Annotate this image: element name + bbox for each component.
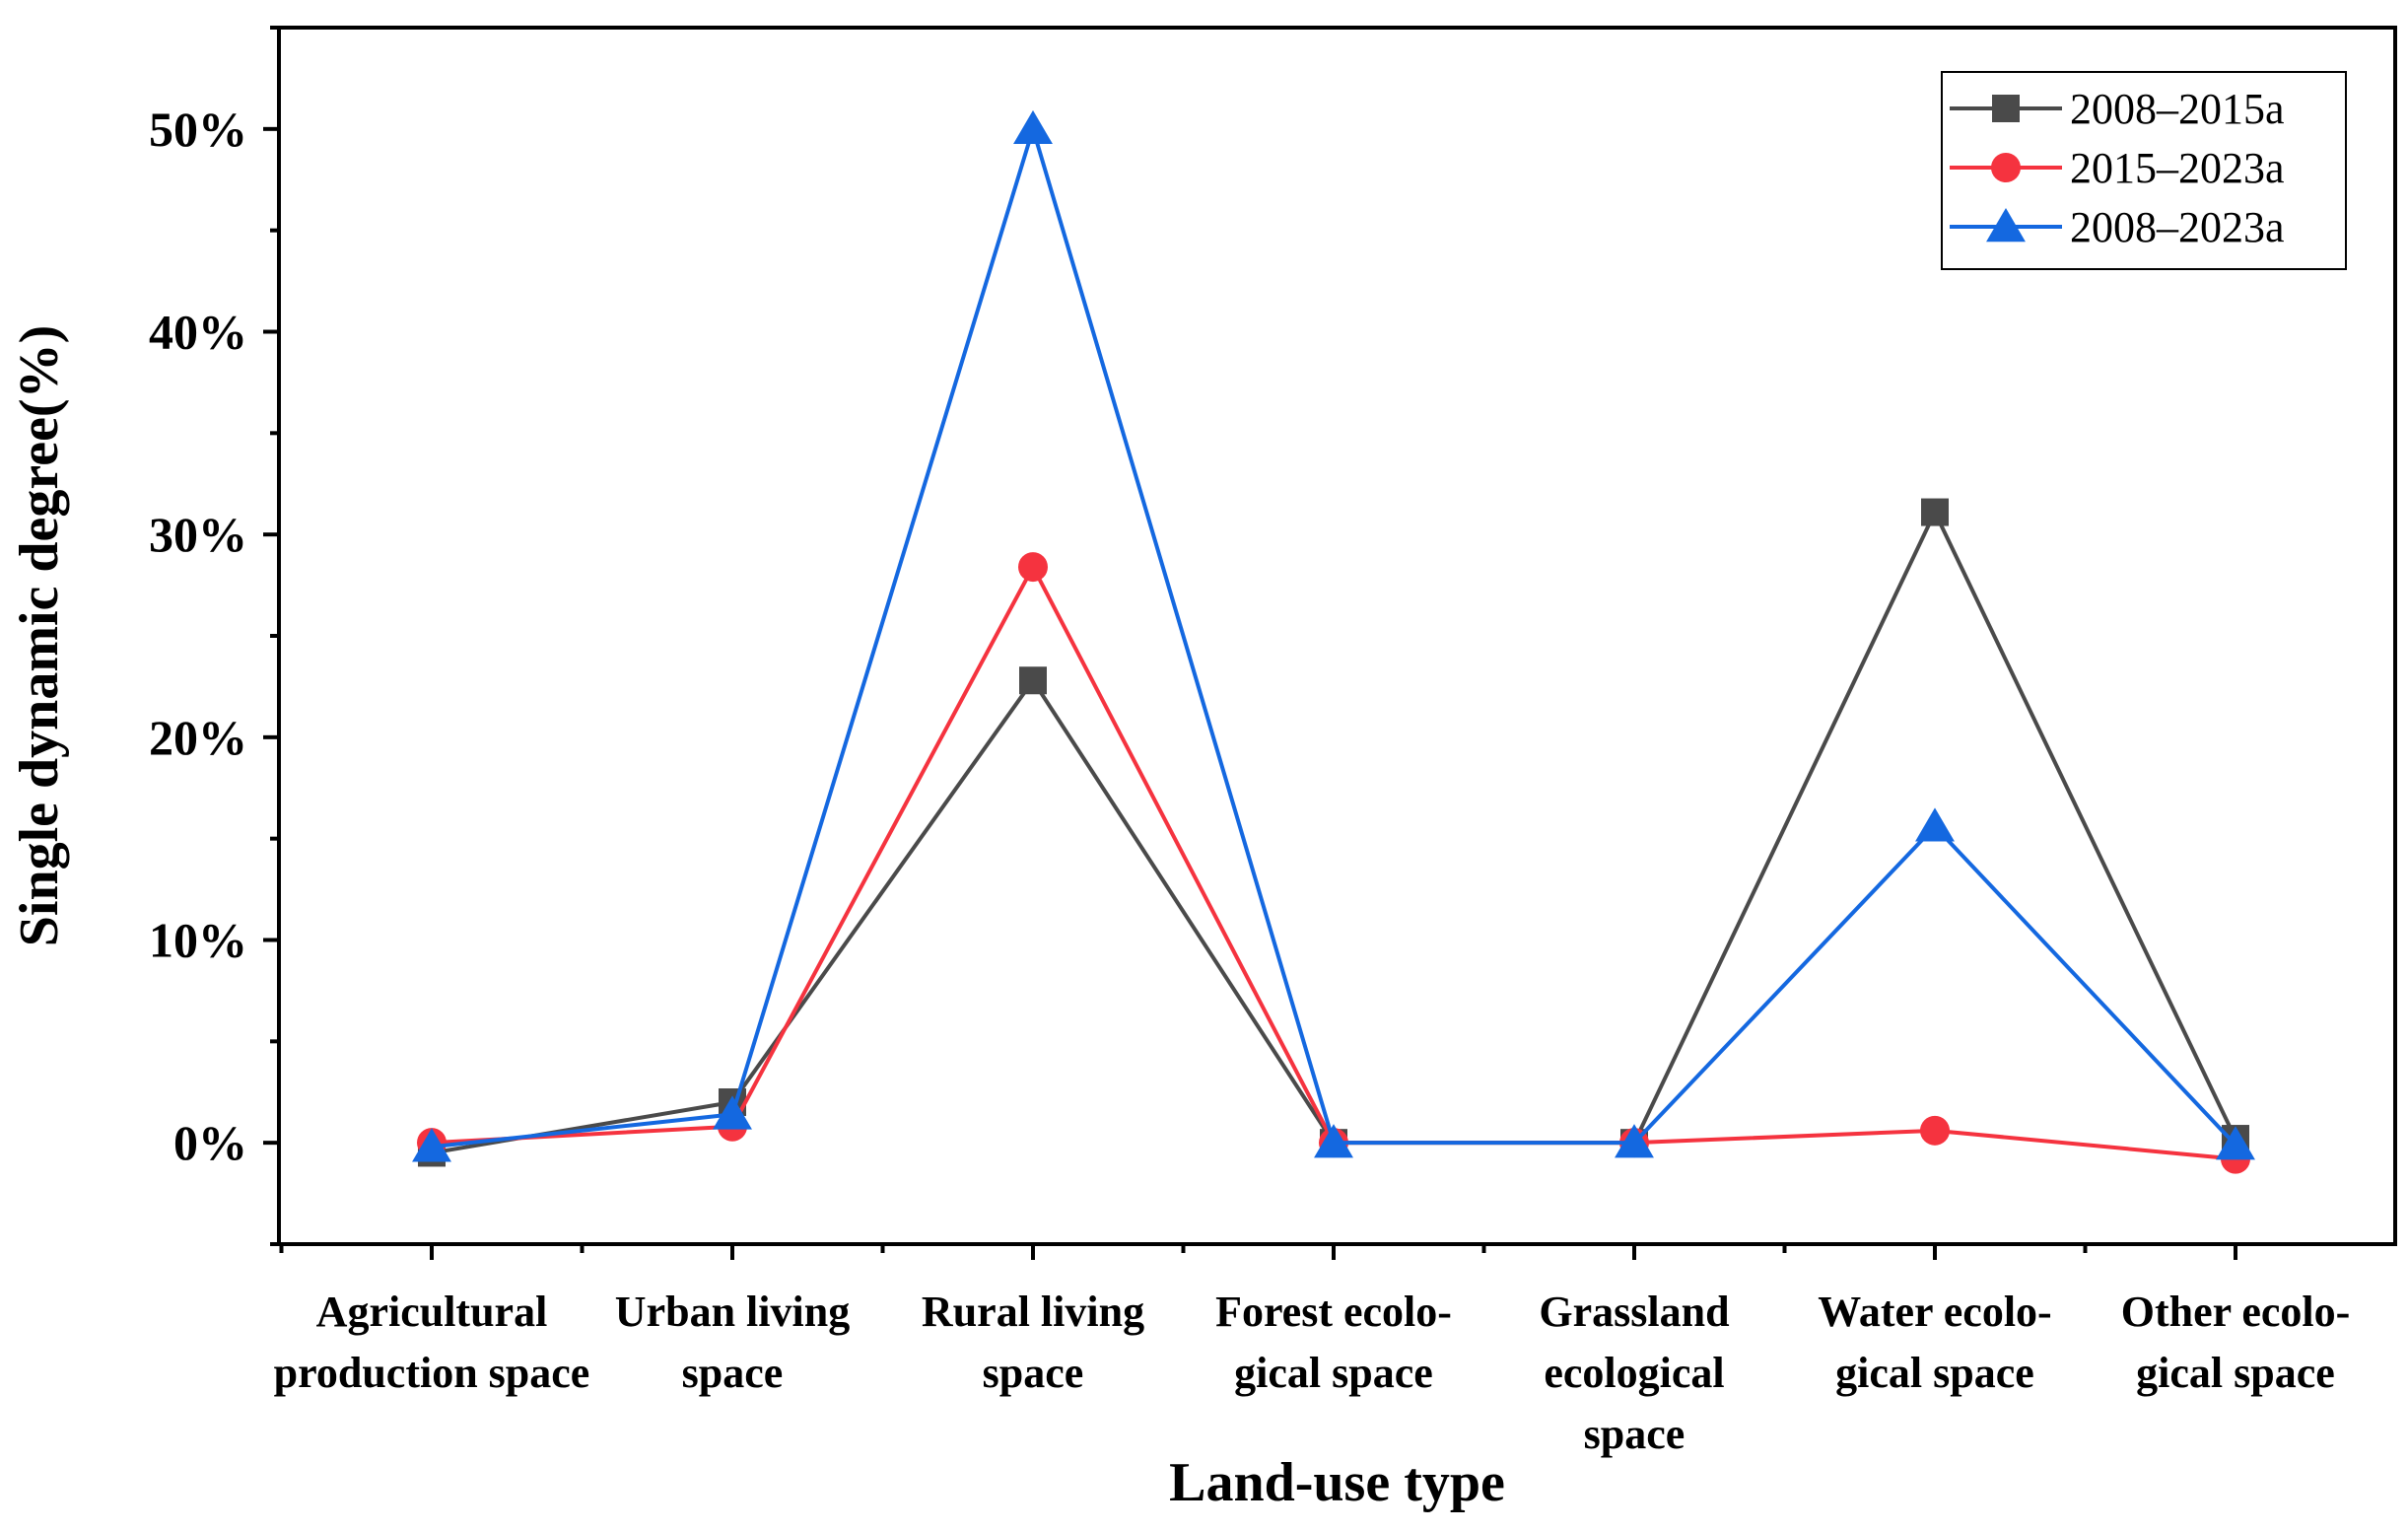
data-point — [1915, 807, 1955, 842]
series-line — [431, 126, 2237, 1149]
y-tick-label: 10% — [149, 913, 247, 968]
x-axis-ticks: Agricultural production space Urban living… — [274, 1244, 2351, 1458]
y-axis-title: Single dynamic degree(%) — [9, 325, 70, 946]
x-category-label-line: Other ecolo- — [2121, 1288, 2351, 1336]
data-point — [412, 1128, 451, 1162]
series-2008–2023a — [412, 109, 2255, 1162]
x-category-label: Rural living space — [922, 1288, 1144, 1397]
legend-item: 2008–2023a — [1950, 203, 2285, 251]
series-layer — [412, 109, 2255, 1174]
x-axis-title: Land-use type — [1169, 1452, 1505, 1513]
data-point — [1013, 109, 1053, 145]
x-category-label-line: Forest ecolo- — [1215, 1288, 1452, 1336]
x-category-label-line: Urban living — [615, 1288, 850, 1336]
x-category-label-line: gical space — [1835, 1349, 2034, 1397]
legend-item: 2015–2023a — [1950, 144, 2285, 192]
series-2008–2015a — [418, 498, 2249, 1167]
legend: 2008–2015a 2015–2023a 2008–2023a — [1941, 71, 2347, 270]
y-tick-label: 50% — [149, 102, 247, 157]
data-point — [1920, 1115, 1950, 1146]
y-tick-label: 20% — [149, 710, 247, 765]
legend-marker — [1991, 153, 2021, 182]
data-point — [1921, 498, 1949, 526]
x-category-label: Urban living space — [615, 1288, 850, 1397]
legend-item: 2008–2015a — [1950, 85, 2285, 133]
x-category-label: Other ecolo-gical space — [2121, 1288, 2351, 1397]
x-category-label-line: gical space — [2136, 1349, 2335, 1397]
x-category-label-line: ecological — [1544, 1349, 1724, 1397]
x-category-label-line: production space — [274, 1349, 590, 1397]
data-point — [2216, 1126, 2255, 1160]
x-category-label-line: space — [682, 1349, 784, 1397]
x-category-label: Forest ecolo-gical space — [1215, 1288, 1452, 1397]
x-category-label-line: gical space — [1234, 1349, 1433, 1397]
x-category-label-line: Rural living — [922, 1288, 1144, 1336]
x-category-label-line: space — [1584, 1410, 1686, 1458]
data-point — [1019, 666, 1047, 695]
x-category-label: Agricultural production space — [274, 1288, 590, 1397]
series-line — [431, 565, 2236, 1161]
data-point — [1615, 1124, 1654, 1158]
legend-label: 2015–2023a — [2070, 144, 2285, 192]
series-line — [431, 510, 2237, 1155]
x-category-label-line: space — [983, 1349, 1084, 1397]
data-point — [713, 1095, 752, 1130]
y-tick-label: 30% — [149, 507, 247, 562]
series-2015–2023a — [417, 552, 2250, 1174]
x-category-label-line: Water ecolo- — [1818, 1288, 2051, 1336]
x-category-label: Grassland ecological space — [1539, 1288, 1729, 1458]
data-point — [1018, 552, 1048, 583]
data-point — [1314, 1124, 1353, 1158]
x-category-label: Water ecolo-gical space — [1818, 1288, 2051, 1397]
legend-label: 2008–2015a — [2070, 85, 2285, 133]
legend-label: 2008–2023a — [2070, 203, 2285, 251]
legend-marker — [1986, 208, 2026, 243]
x-category-label-line: Grassland — [1539, 1288, 1729, 1336]
x-category-label-line: Agricultural — [316, 1288, 548, 1336]
legend-marker — [1992, 95, 2020, 122]
y-tick-label: 40% — [149, 305, 247, 360]
y-tick-label: 0% — [173, 1115, 247, 1170]
y-axis-ticks: 0% 10% 20% 30% 40% 50% — [149, 26, 279, 1246]
